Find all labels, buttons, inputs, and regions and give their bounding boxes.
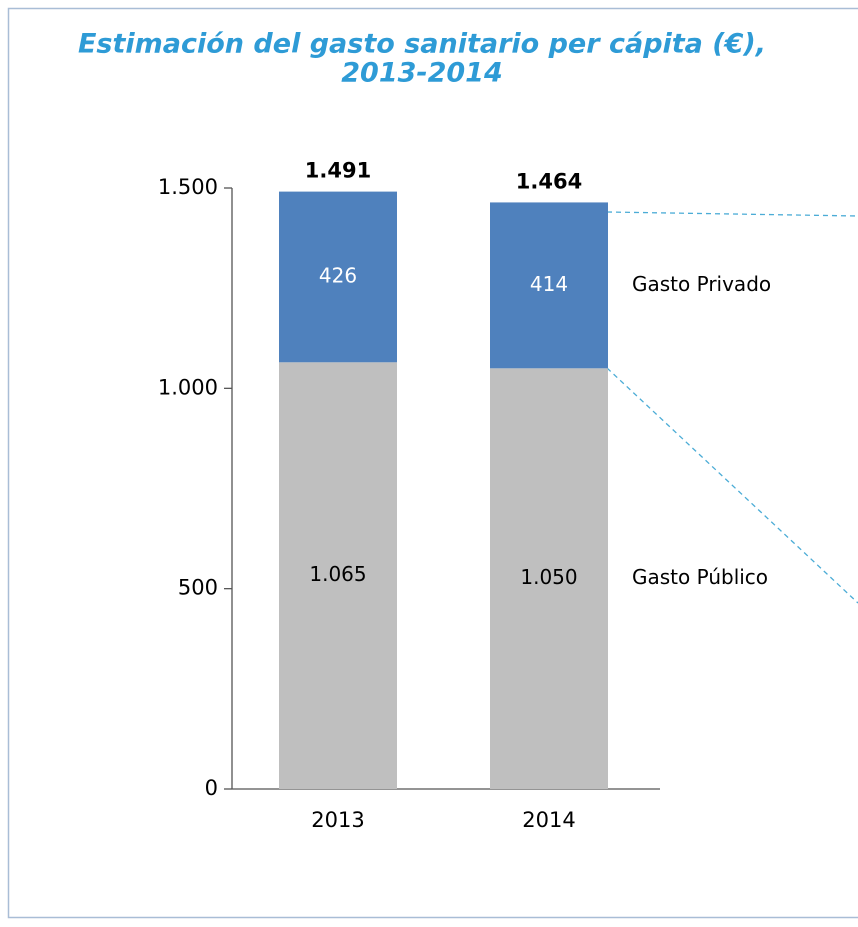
- total-label: 1.464: [516, 169, 582, 193]
- chart-title: 2013-2014: [341, 58, 503, 89]
- chart-title: Estimación del gasto sanitario per cápit…: [78, 29, 766, 60]
- y-tick-label: 1.500: [158, 175, 218, 199]
- frame: [7, 7, 858, 919]
- bar-segment: [490, 202, 608, 369]
- data-label: 1.050: [520, 565, 577, 589]
- data-label: 1.065: [309, 562, 366, 586]
- series-label: Gasto Público: [632, 565, 768, 589]
- x-tick-label: 2014: [522, 808, 575, 832]
- y-tick-label: 1.000: [158, 375, 218, 399]
- series-label: Gasto Privado: [632, 272, 771, 296]
- data-label: 426: [319, 263, 357, 287]
- connector-line: [606, 211, 858, 217]
- bar-segment: [279, 191, 397, 363]
- data-label: 414: [530, 272, 568, 296]
- total-label: 1.491: [305, 159, 371, 183]
- bar-segment: [279, 362, 397, 789]
- bar-segment: [490, 368, 608, 789]
- y-tick-label: 0: [205, 776, 218, 800]
- connector-line: [606, 367, 858, 604]
- x-tick-label: 2013: [311, 808, 364, 832]
- y-tick-label: 500: [178, 576, 218, 600]
